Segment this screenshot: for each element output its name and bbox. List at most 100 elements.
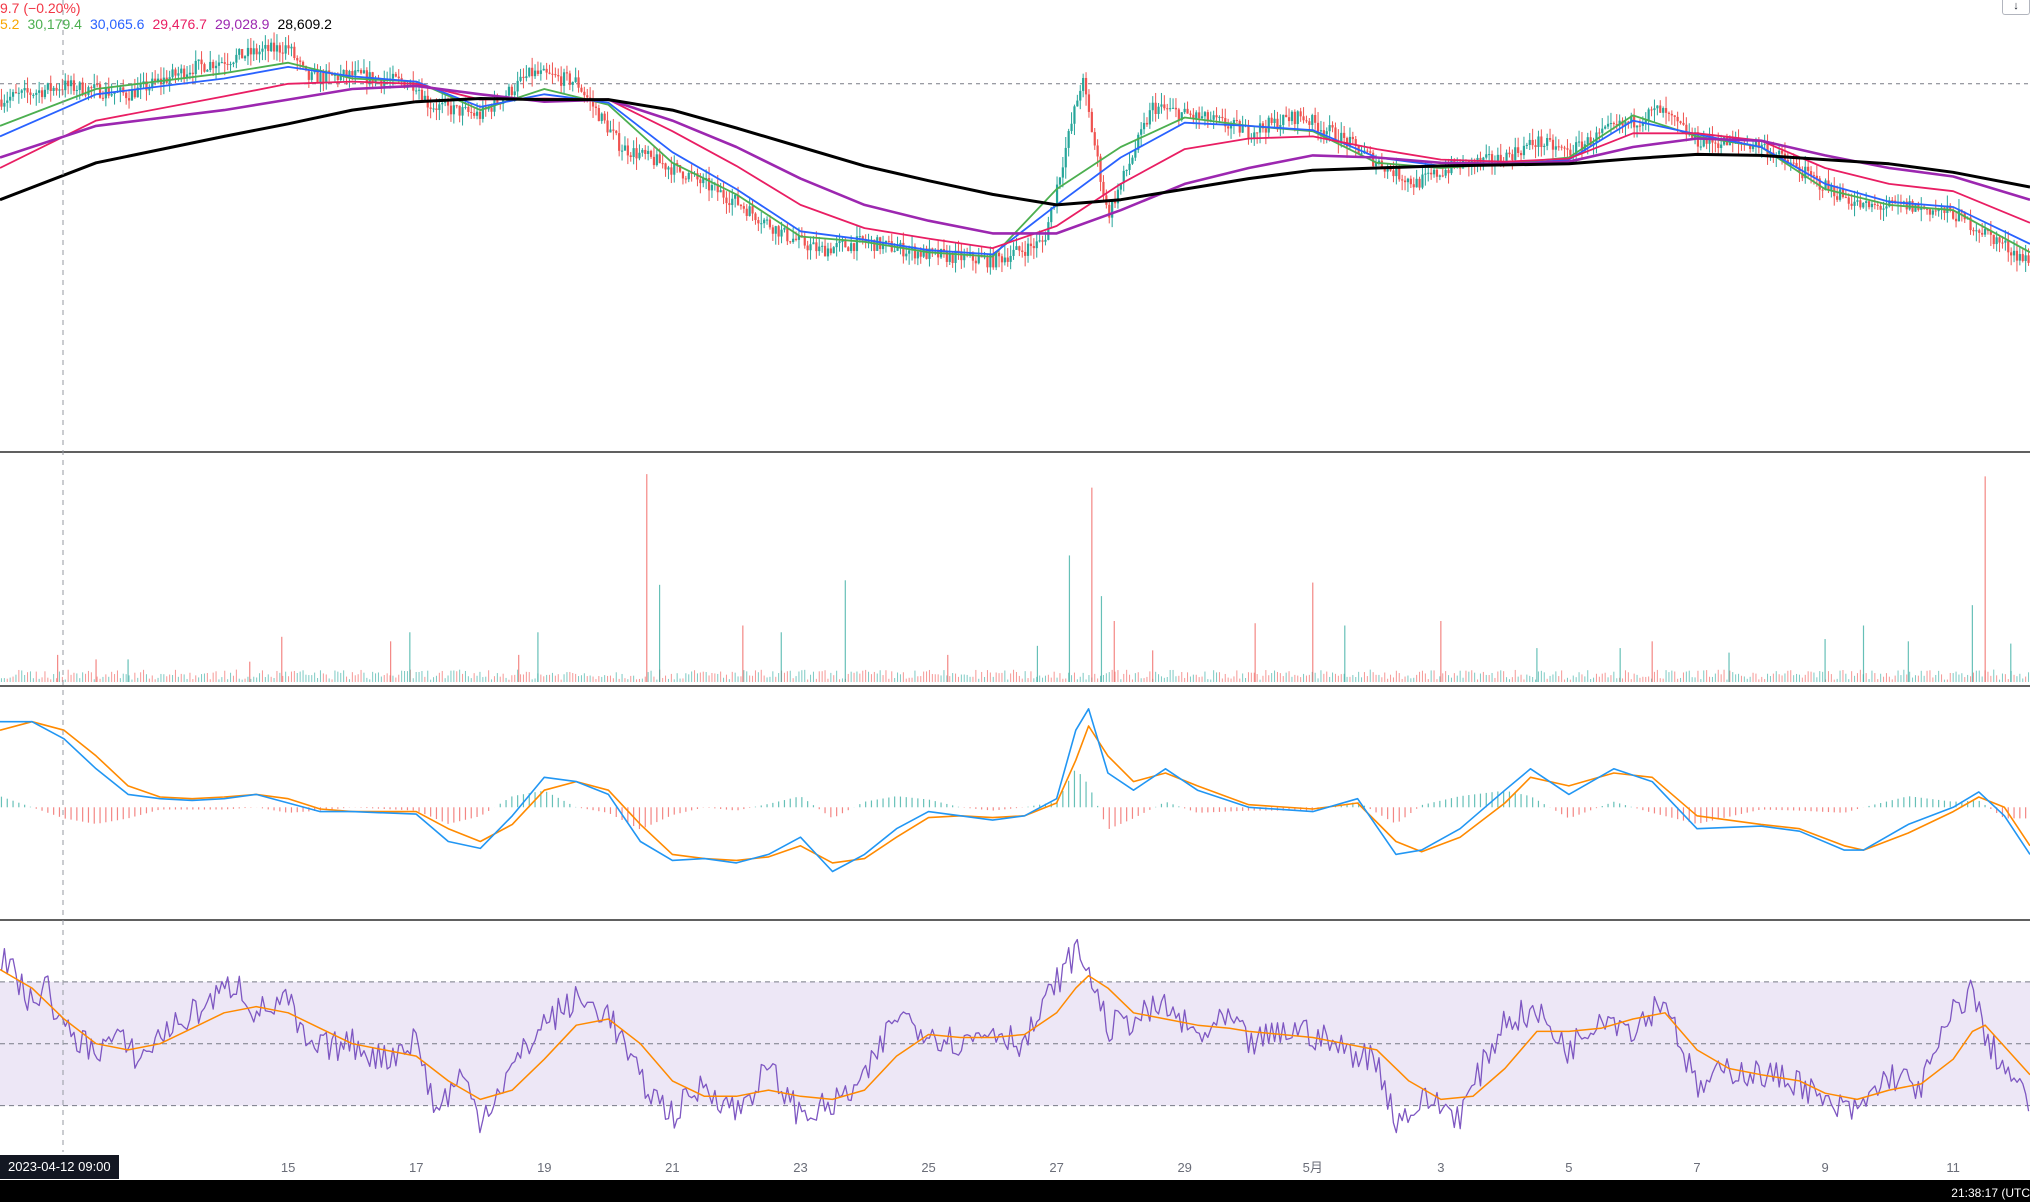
candle-body [1482,157,1485,163]
candle-body [2012,250,2016,256]
time-axis-label: 29 [1177,1160,1191,1175]
candle-body [1934,210,1937,212]
candle-body [986,256,989,268]
candle-body [905,253,908,257]
candle-body [1560,146,1563,148]
candle-body [1499,154,1502,163]
candle-body [1380,160,1383,168]
candle-body [1140,129,1143,135]
candle-body [1989,230,1992,235]
candle-body [847,247,850,252]
candle-body [487,107,490,110]
candle-body [1528,139,1531,145]
candle-body [710,185,714,191]
candle-body [43,89,47,98]
candle-body [1865,201,1868,203]
candle-body [1548,138,1552,140]
candle-body [655,154,658,166]
candle-body [2010,252,2013,256]
candle-body [1096,145,1099,157]
candle-body [609,129,612,133]
candle-body [475,111,479,116]
candle-body [533,70,537,77]
candle-body [1206,112,1209,122]
ma-value-1: 5.2 [0,16,20,32]
candle-body [1218,116,1221,118]
scroll-to-latest-button[interactable]: ↓ [2002,0,2030,15]
candle-body [336,74,339,81]
candle-body [1754,140,1758,147]
candle-body [809,244,812,251]
candle-body [1424,173,1427,175]
candle-body [1032,246,1035,249]
candle-body [789,241,792,243]
candle-body [1618,120,1621,126]
candle-body [1995,237,1998,245]
candle-body [600,113,603,122]
candle-body [748,206,751,216]
candle-body [1522,145,1526,156]
candle-body [1836,196,1839,200]
candle-body [1183,108,1186,113]
candle-body [1928,209,1932,215]
candle-body [1406,178,1410,183]
candle-body [997,252,1001,257]
candle-body [1638,125,1642,127]
candle-body [1702,139,1705,147]
candle-body [1441,175,1444,177]
candle-body [1517,147,1520,153]
candle-body [1598,132,1601,134]
candle-body [757,220,760,224]
candle-body [1882,208,1885,210]
candle-body [815,242,818,252]
candle-body [1122,170,1125,184]
candle-body [2021,254,2024,261]
candle-body [1015,246,1018,250]
candle-body [1029,243,1033,247]
candle-body [478,111,482,119]
candle-body [1937,209,1940,212]
candle-body [510,86,513,95]
moving-average-line [0,84,2030,235]
candle-body [1377,160,1381,163]
candle-body [1102,181,1105,196]
candle-body [502,98,505,105]
candle-body [339,74,342,81]
candle-body [1676,116,1679,122]
time-axis-label: 5 [1565,1160,1572,1175]
candle-body [1009,255,1012,262]
candle-body [1430,172,1433,175]
candle-body [1534,145,1537,147]
candle-body [357,70,360,72]
candle-body [310,72,313,80]
candle-body [264,44,267,49]
candle-body [992,253,995,268]
candle-body [763,219,766,224]
candle-body [101,97,105,99]
candle-body [96,84,99,86]
candle-body [1659,105,1662,113]
candle-body [995,252,998,268]
candle-body [667,167,670,170]
candle-body [591,99,595,107]
candle-body [333,74,337,76]
candle-body [597,108,600,122]
macd-signal-line [0,720,2030,864]
candle-body [441,102,444,105]
candle-body [722,190,725,198]
candle-body [971,252,975,261]
candle-body [1285,114,1288,118]
candle-body [29,92,32,95]
candle-body [1273,118,1276,123]
candle-body [133,89,136,98]
candle-body [974,260,977,264]
candle-body [449,105,453,115]
candle-body [61,89,64,91]
candle-body [420,89,424,101]
candle-body [429,107,432,109]
candle-body [1812,175,1816,177]
candle-body [1891,200,1894,202]
candle-body [1055,184,1059,204]
candle-body [139,83,142,88]
